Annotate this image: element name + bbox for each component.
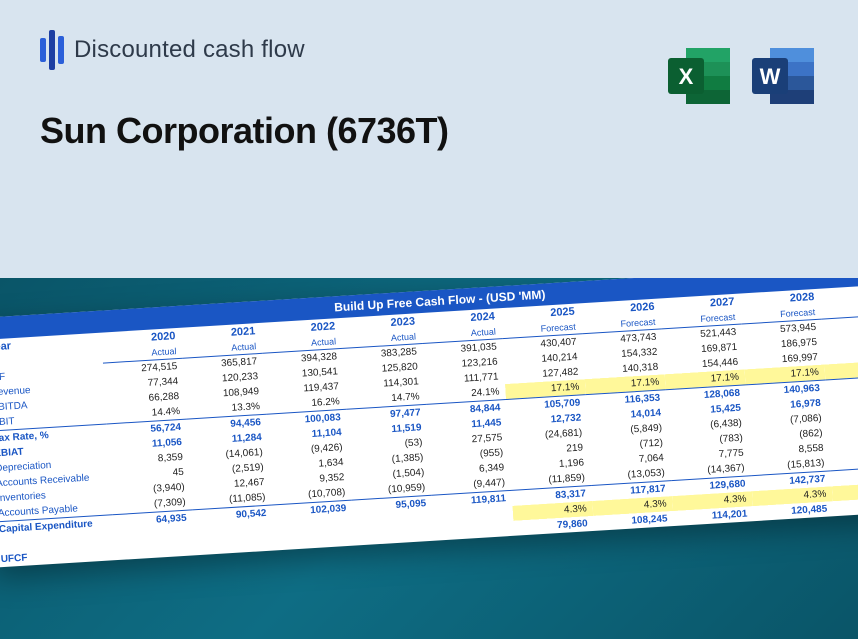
excel-icon[interactable]: X <box>666 44 734 108</box>
svg-text:W: W <box>760 64 781 89</box>
logo-mark-icon <box>40 30 64 70</box>
logo-text: Discounted cash flow <box>74 36 305 64</box>
spreadsheet: Build Up Free Cash Flow - (USD 'MM) Year… <box>0 278 858 568</box>
export-icons: X W <box>666 44 818 108</box>
spreadsheet-wrap: Build Up Free Cash Flow - (USD 'MM) Year… <box>0 278 858 568</box>
company-title: Sun Corporation (6736T) <box>40 110 818 152</box>
spreadsheet-preview-area: Build Up Free Cash Flow - (USD 'MM) Year… <box>0 278 858 639</box>
header-panel: Discounted cash flow X W Sun Corporation… <box>0 0 858 278</box>
svg-text:X: X <box>679 64 694 89</box>
word-icon[interactable]: W <box>750 44 818 108</box>
